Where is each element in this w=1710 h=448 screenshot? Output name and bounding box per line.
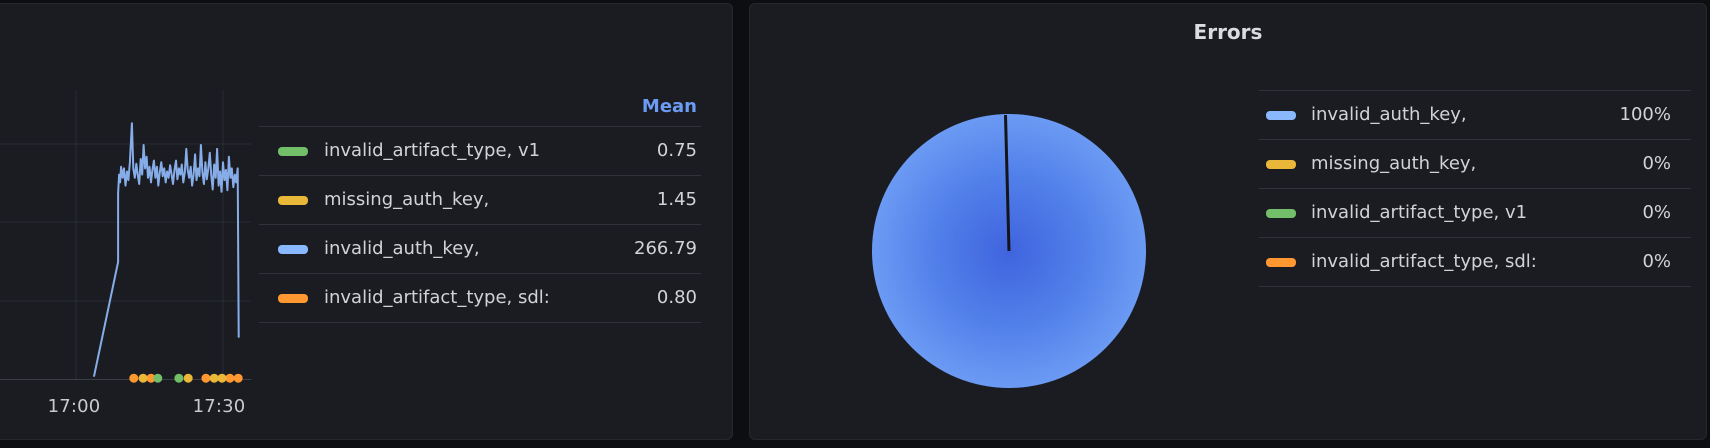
series-color-swatch-yellow[interactable]	[278, 196, 308, 205]
legend-mean-value: 0.80	[656, 287, 697, 308]
series-color-swatch-orange[interactable]	[1266, 258, 1296, 267]
pie-legend-table: invalid_auth_key, 100% missing_auth_key,…	[1259, 90, 1691, 287]
legend-series-label[interactable]: invalid_auth_key,	[324, 238, 480, 259]
legend-series-label[interactable]: missing_auth_key,	[1311, 153, 1477, 174]
series-line-invalid-auth-key	[93, 122, 240, 377]
grid	[0, 90, 251, 380]
series-color-swatch-green[interactable]	[1266, 209, 1296, 218]
legend-series-label[interactable]: missing_auth_key,	[324, 189, 490, 210]
pie-zero-slice-seam	[1004, 114, 1011, 252]
legend-bottom-divider	[259, 322, 701, 323]
pie-panel: Errors invalid_auth_key, 100% missing_au…	[749, 3, 1707, 440]
pie-chart[interactable]	[750, 4, 1706, 438]
timeseries-plot-area[interactable]	[0, 4, 732, 438]
x-tick-1700: 17:00	[47, 396, 101, 417]
timeseries-panel: 17:00 17:30 Mean invalid_artifact_type, …	[0, 3, 733, 440]
legend-series-label[interactable]: invalid_artifact_type, sdl:	[324, 287, 550, 308]
legend-mean-value: 1.45	[656, 189, 697, 210]
legend-percent-value: 100%	[1619, 104, 1671, 125]
series-color-swatch-blue[interactable]	[1266, 111, 1296, 120]
legend-bottom-divider	[1259, 286, 1691, 287]
legend-mean-value: 0.75	[656, 140, 697, 161]
legend-percent-value: 0%	[1642, 153, 1671, 174]
series-color-swatch-orange[interactable]	[278, 294, 308, 303]
legend-row[interactable]: invalid_artifact_type, sdl: 0%	[1259, 237, 1691, 286]
legend-row[interactable]: missing_auth_key, 1.45	[259, 175, 701, 224]
series-color-swatch-yellow[interactable]	[1266, 160, 1296, 169]
series-color-swatch-green[interactable]	[278, 147, 308, 156]
legend-row[interactable]: invalid_auth_key, 266.79	[259, 224, 701, 273]
legend-series-label[interactable]: invalid_artifact_type, sdl:	[1311, 251, 1537, 272]
series-scatter-points	[129, 373, 243, 383]
legend-percent-value: 0%	[1642, 251, 1671, 272]
timeseries-legend-table: Mean invalid_artifact_type, v1 0.75 miss…	[259, 88, 701, 323]
legend-series-label[interactable]: invalid_artifact_type, v1	[324, 140, 541, 161]
legend-row[interactable]: invalid_artifact_type, v1 0.75	[259, 126, 701, 175]
legend-row[interactable]: invalid_auth_key, 100%	[1259, 90, 1691, 139]
x-tick-1730: 17:30	[192, 396, 246, 417]
legend-mean-value: 266.79	[634, 238, 697, 259]
legend-percent-value: 0%	[1642, 202, 1671, 223]
legend-mean-column-header[interactable]: Mean	[641, 96, 697, 117]
series-color-swatch-blue[interactable]	[278, 245, 308, 254]
legend-series-label[interactable]: invalid_artifact_type, v1	[1311, 202, 1528, 223]
legend-row[interactable]: missing_auth_key, 0%	[1259, 139, 1691, 188]
legend-series-label[interactable]: invalid_auth_key,	[1311, 104, 1467, 125]
legend-row[interactable]: invalid_artifact_type, v1 0%	[1259, 188, 1691, 237]
legend-header-row: Mean	[259, 88, 701, 126]
panel-title[interactable]: Errors	[1193, 20, 1263, 44]
legend-row[interactable]: invalid_artifact_type, sdl: 0.80	[259, 273, 701, 322]
